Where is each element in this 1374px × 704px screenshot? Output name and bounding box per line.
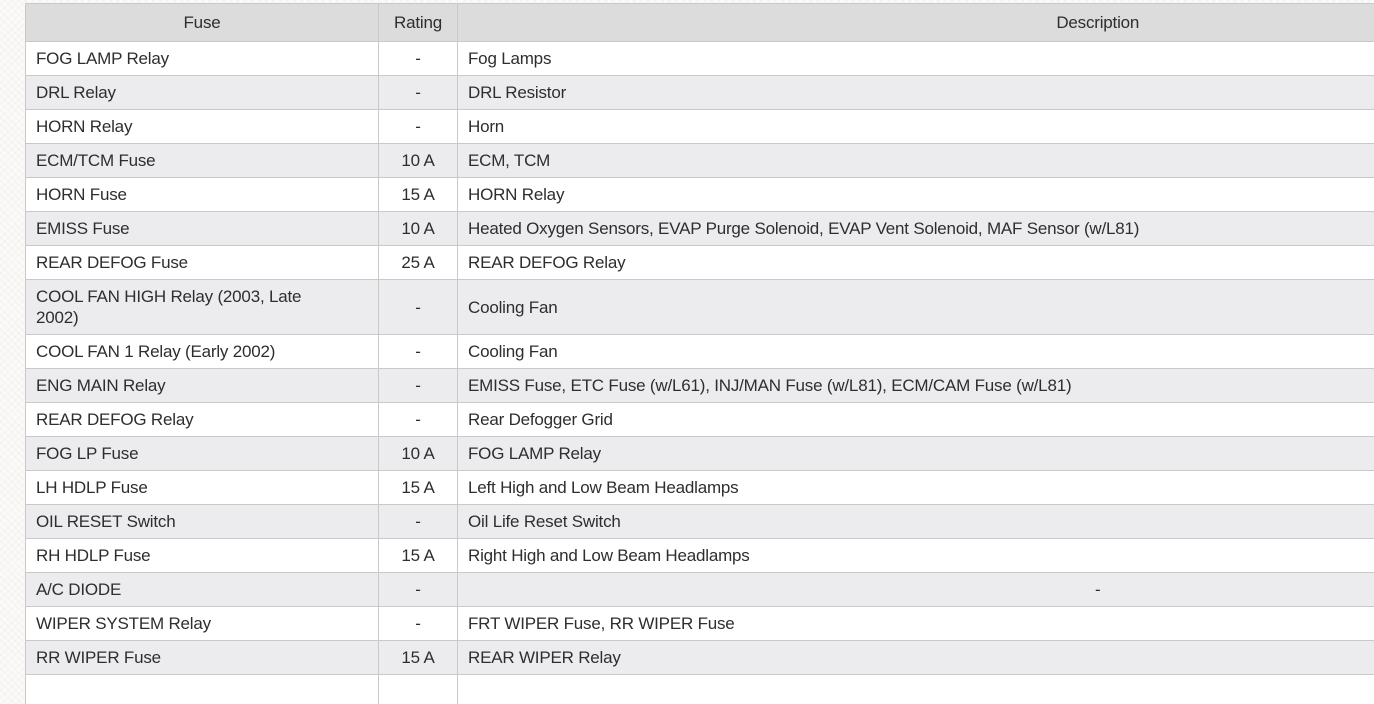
column-header-rating: Rating <box>378 3 458 42</box>
fuse-cell: LH HDLP Fuse <box>25 470 379 505</box>
rating-cell: 15 A <box>378 177 458 212</box>
table-row: HORN Relay - Horn <box>25 109 1374 144</box>
rating-cell: 15 A <box>378 640 458 675</box>
table-body: FOG LAMP Relay - Fog Lamps DRL Relay - D… <box>25 41 1374 704</box>
rating-cell: - <box>378 402 458 437</box>
table-row: HORN Fuse 15 A HORN Relay <box>25 177 1374 212</box>
description-cell: HORN Relay <box>457 177 1374 212</box>
table-row: ENG MAIN Relay - EMISS Fuse, ETC Fuse (w… <box>25 368 1374 403</box>
description-cell: REAR WIPER Relay <box>457 640 1374 675</box>
fuse-cell: REAR DEFOG Relay <box>25 402 379 437</box>
table-row: EMISS Fuse 10 A Heated Oxygen Sensors, E… <box>25 211 1374 246</box>
fuse-cell: ENG MAIN Relay <box>25 368 379 403</box>
description-cell: - <box>457 572 1374 607</box>
fuse-cell: A/C DIODE <box>25 572 379 607</box>
rating-cell: - <box>378 75 458 110</box>
fuse-table: Fuse Rating Description FOG LAMP Relay -… <box>25 3 1374 704</box>
description-cell: Cooling Fan <box>457 279 1374 335</box>
description-cell: Cooling Fan <box>457 334 1374 369</box>
rating-cell: 15 A <box>378 538 458 573</box>
description-cell: DRL Resistor <box>457 75 1374 110</box>
rating-cell <box>378 674 458 704</box>
description-cell: Right High and Low Beam Headlamps <box>457 538 1374 573</box>
rating-cell: - <box>378 334 458 369</box>
rating-cell: - <box>378 368 458 403</box>
fuse-cell <box>25 674 379 704</box>
fuse-cell: EMISS Fuse <box>25 211 379 246</box>
description-cell: REAR DEFOG Relay <box>457 245 1374 280</box>
description-cell: Heated Oxygen Sensors, EVAP Purge Soleno… <box>457 211 1374 246</box>
table-row: RR WIPER Fuse 15 A REAR WIPER Relay <box>25 640 1374 675</box>
rating-cell: - <box>378 572 458 607</box>
fuse-cell: ECM/TCM Fuse <box>25 143 379 178</box>
rating-cell: - <box>378 279 458 335</box>
rating-cell: - <box>378 606 458 641</box>
table-row: FOG LP Fuse 10 A FOG LAMP Relay <box>25 436 1374 471</box>
rating-cell: 10 A <box>378 143 458 178</box>
table-row: FOG LAMP Relay - Fog Lamps <box>25 41 1374 76</box>
rating-cell: - <box>378 41 458 76</box>
description-cell: Horn <box>457 109 1374 144</box>
table-row: OIL RESET Switch - Oil Life Reset Switch <box>25 504 1374 539</box>
fuse-cell: WIPER SYSTEM Relay <box>25 606 379 641</box>
table-row: ECM/TCM Fuse 10 A ECM, TCM <box>25 143 1374 178</box>
rating-cell: 10 A <box>378 436 458 471</box>
fuse-cell: FOG LP Fuse <box>25 436 379 471</box>
description-cell: ECM, TCM <box>457 143 1374 178</box>
table-row: LH HDLP Fuse 15 A Left High and Low Beam… <box>25 470 1374 505</box>
table-row: REAR DEFOG Relay - Rear Defogger Grid <box>25 402 1374 437</box>
fuse-cell: COOL FAN 1 Relay (Early 2002) <box>25 334 379 369</box>
description-cell: Fog Lamps <box>457 41 1374 76</box>
fuse-cell: FOG LAMP Relay <box>25 41 379 76</box>
table-row: WIPER SYSTEM Relay - FRT WIPER Fuse, RR … <box>25 606 1374 641</box>
rating-cell: 25 A <box>378 245 458 280</box>
fuse-cell: RR WIPER Fuse <box>25 640 379 675</box>
rating-cell: - <box>378 109 458 144</box>
table-row: COOL FAN 1 Relay (Early 2002) - Cooling … <box>25 334 1374 369</box>
table-row: COOL FAN HIGH Relay (2003, Late 2002) - … <box>25 279 1374 335</box>
description-cell: EMISS Fuse, ETC Fuse (w/L61), INJ/MAN Fu… <box>457 368 1374 403</box>
fuse-cell: OIL RESET Switch <box>25 504 379 539</box>
table-row: REAR DEFOG Fuse 25 A REAR DEFOG Relay <box>25 245 1374 280</box>
fuse-cell: COOL FAN HIGH Relay (2003, Late 2002) <box>25 279 379 335</box>
fuse-cell: RH HDLP Fuse <box>25 538 379 573</box>
table-row: DRL Relay - DRL Resistor <box>25 75 1374 110</box>
description-cell: Left High and Low Beam Headlamps <box>457 470 1374 505</box>
table-row <box>25 674 1374 704</box>
fuse-cell: REAR DEFOG Fuse <box>25 245 379 280</box>
rating-cell: - <box>378 504 458 539</box>
description-cell: Oil Life Reset Switch <box>457 504 1374 539</box>
table-row: RH HDLP Fuse 15 A Right High and Low Bea… <box>25 538 1374 573</box>
column-header-description: Description <box>457 3 1374 42</box>
rating-cell: 15 A <box>378 470 458 505</box>
fuse-cell: HORN Fuse <box>25 177 379 212</box>
description-cell: Rear Defogger Grid <box>457 402 1374 437</box>
fuse-cell: DRL Relay <box>25 75 379 110</box>
column-header-fuse: Fuse <box>25 3 379 42</box>
description-cell: FOG LAMP Relay <box>457 436 1374 471</box>
description-cell: FRT WIPER Fuse, RR WIPER Fuse <box>457 606 1374 641</box>
fuse-cell: HORN Relay <box>25 109 379 144</box>
rating-cell: 10 A <box>378 211 458 246</box>
table-header-row: Fuse Rating Description <box>25 3 1374 42</box>
description-cell <box>457 674 1374 704</box>
table-row: A/C DIODE - - <box>25 572 1374 607</box>
